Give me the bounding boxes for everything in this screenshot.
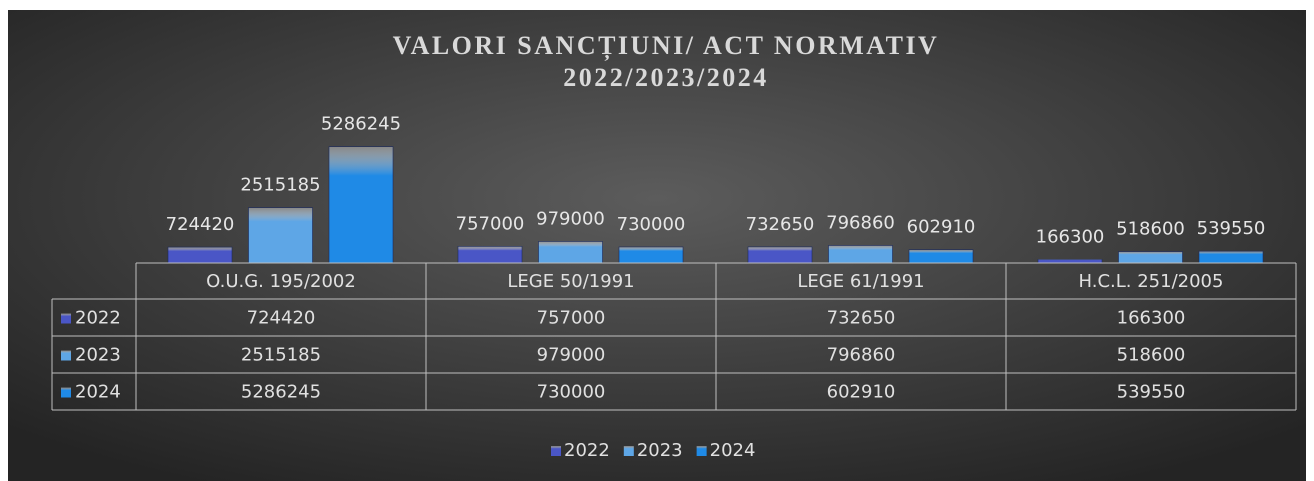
category-label: O.U.G. 195/2002 (206, 271, 356, 292)
bar (457, 246, 523, 264)
data-label: 724420 (166, 214, 235, 235)
data-label: 5286245 (321, 114, 401, 135)
data-label: 2515185 (240, 175, 320, 196)
table-value: 5286245 (241, 382, 321, 403)
category-label: LEGE 61/1991 (797, 271, 924, 292)
chart-title: 2022/2023/2024 (563, 63, 768, 92)
bar (538, 241, 603, 264)
data-label: 730000 (617, 214, 686, 235)
table-value: 724420 (247, 308, 316, 329)
series-label: 2023 (75, 345, 121, 366)
table-value: 2515185 (241, 345, 321, 366)
bar (1198, 250, 1264, 264)
data-label: 732650 (746, 214, 815, 235)
data-label: 518600 (1116, 219, 1185, 240)
table-value: 602910 (827, 382, 896, 403)
data-label: 796860 (826, 212, 895, 233)
category-label: H.C.L. 251/2005 (1079, 271, 1224, 292)
bar (328, 146, 394, 264)
table-value: 796860 (827, 345, 896, 366)
bar (248, 207, 313, 264)
table-value: 732650 (827, 308, 896, 329)
data-label: 979000 (536, 208, 605, 229)
legend-key (696, 446, 707, 456)
table-value: 979000 (537, 345, 606, 366)
chart-title: VALORI SANCȚIUNI/ ACT NORMATIV (393, 31, 940, 61)
series-label: 2024 (75, 382, 121, 403)
table-value: 518600 (1117, 345, 1186, 366)
series-label: 2022 (75, 308, 121, 329)
legend-label: 2024 (710, 440, 756, 461)
table-value: 166300 (1117, 308, 1186, 329)
table-value: 539550 (1117, 382, 1186, 403)
bar (618, 246, 684, 264)
chart-background (8, 10, 1306, 481)
bar (747, 246, 813, 264)
legend-key (551, 446, 561, 456)
table-value: 730000 (537, 382, 606, 403)
bar (167, 246, 233, 264)
bar (1037, 259, 1103, 264)
legend-key (61, 387, 71, 398)
data-label: 757000 (456, 213, 525, 234)
bar (828, 245, 893, 264)
bar (908, 249, 974, 264)
legend-label: 2023 (637, 440, 683, 461)
table-value: 757000 (537, 308, 606, 329)
bar (1118, 251, 1183, 264)
data-label: 602910 (907, 217, 976, 238)
legend-label: 2022 (564, 440, 610, 461)
category-label: LEGE 50/1991 (507, 271, 634, 292)
data-label: 166300 (1036, 226, 1105, 247)
legend-key (623, 446, 634, 456)
legend-key (61, 350, 71, 361)
data-label: 539550 (1197, 218, 1266, 239)
legend-key (61, 313, 71, 324)
